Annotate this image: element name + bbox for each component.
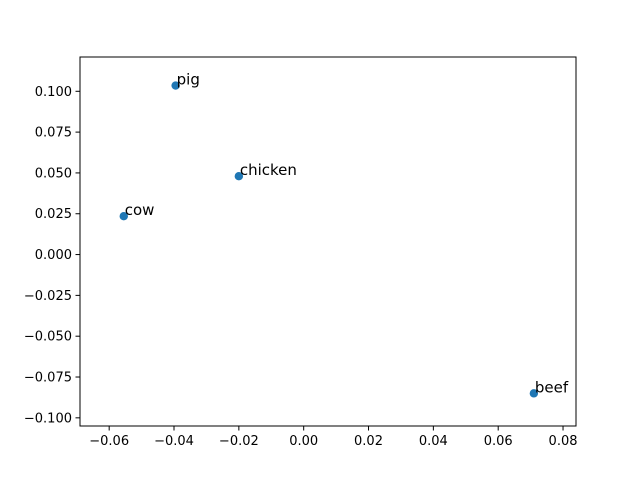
y-tick-label: 0.075 [35,126,72,141]
x-tick-label: 0.04 [419,434,448,449]
y-tick-label: −0.100 [24,411,72,426]
y-tick-label: 0.025 [35,207,72,222]
plot-area-background [80,57,576,426]
x-axis-ticks: −0.06 −0.04 −0.02 0.00 0.02 0.04 0.06 0.08 [89,426,578,449]
data-point-cow [119,211,128,221]
x-tick-label: −0.06 [89,434,129,449]
y-axis-ticks: 0.100 0.075 0.050 0.025 0.000 −0.025 −0.050 −0.… [24,85,80,426]
y-tick-label: −0.050 [24,330,72,345]
data-label-cow: cow [125,201,155,219]
data-label-pig: pig [177,71,200,89]
y-tick-label: 0.100 [35,85,72,100]
data-point-beef [529,389,539,398]
x-tick-label: 0.06 [484,434,513,449]
y-tick-label: 0.000 [35,248,72,263]
data-label-chicken: chicken [240,161,297,179]
plot-frame [79,56,577,427]
data-points: pig chicken cow beef [119,71,569,398]
data-label-beef: beef [535,378,569,396]
x-tick-label: 0.00 [289,434,318,449]
y-tick-label: −0.075 [24,371,72,386]
y-tick-label: −0.025 [24,289,72,304]
x-tick-label: −0.02 [219,434,259,449]
data-point-pig [171,81,180,90]
y-tick-label: 0.050 [35,166,72,181]
x-tick-label: 0.08 [549,434,578,449]
x-tick-label: −0.04 [154,434,194,449]
data-point-chicken [234,171,244,181]
x-tick-label: 0.02 [354,434,383,449]
